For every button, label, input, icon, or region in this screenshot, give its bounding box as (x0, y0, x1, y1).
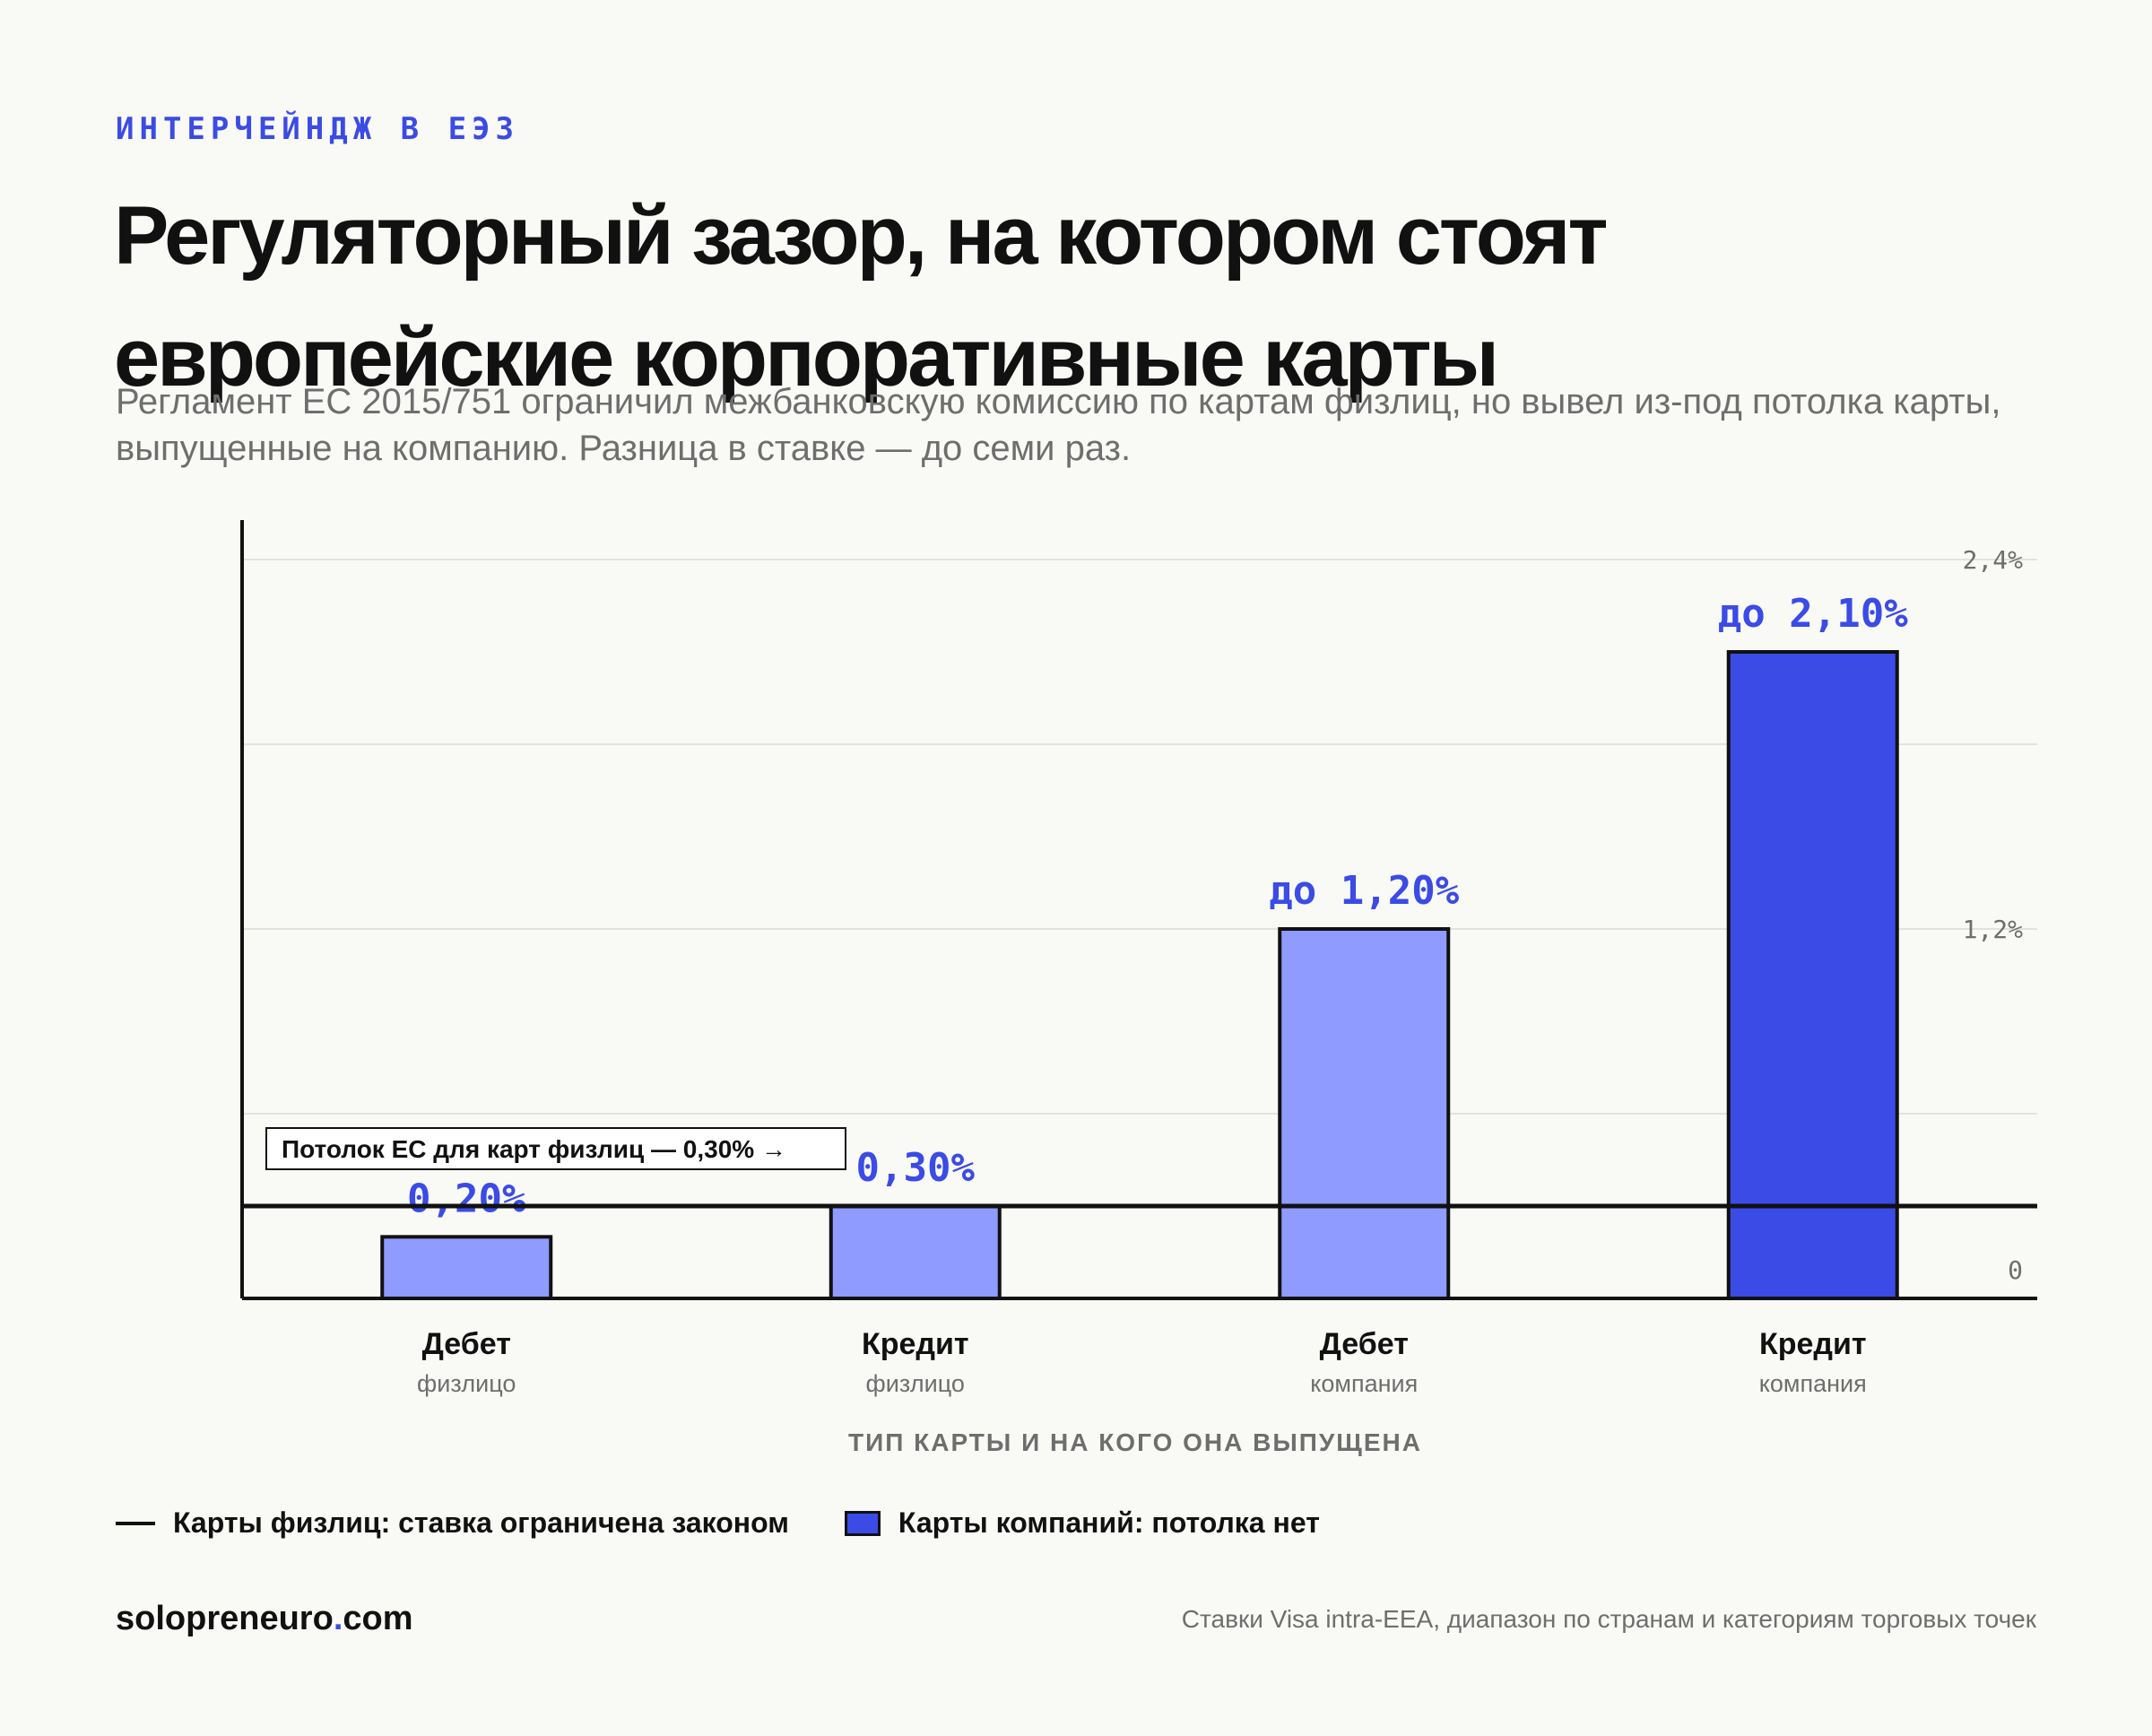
x-tick-sublabel-2: компания (1310, 1370, 1418, 1397)
brand-dot: . (333, 1600, 343, 1637)
chart-subtitle: Регламент ЕС 2015/751 ограничил межбанко… (116, 382, 2001, 468)
brand-tld: com (343, 1600, 413, 1637)
legend-label-uncapped: Карты компаний: потолка нет (898, 1506, 1320, 1539)
bar-2 (1278, 927, 1451, 1300)
x-tick-label-0: Дебет (422, 1327, 511, 1361)
bar-0 (380, 1235, 553, 1301)
x-tick-label-2: Дебет (1320, 1327, 1409, 1361)
chart-title: Регуляторный зазор, на котором стоят евр… (114, 190, 1609, 404)
bar-value-label-0: 0,20% (407, 1176, 526, 1221)
legend-label-capped: Карты физлиц: ставка ограничена законом (173, 1506, 789, 1539)
y-tick-label-2: 2,4% (1963, 545, 2024, 575)
x-tick-sublabel-1: физлицо (866, 1370, 965, 1397)
brand-logo: solopreneuro.com (116, 1600, 413, 1638)
reference-line-label: Потолок ЕС для карт физлиц — 0,30% → (282, 1135, 786, 1163)
legend-item-uncapped: Карты компаний: потолка нет (844, 1506, 1320, 1540)
legend-item-capped: Карты физлиц: ставка ограничена законом (116, 1506, 789, 1540)
legend-swatch-marker (844, 1510, 881, 1536)
bar-3 (1726, 650, 1899, 1300)
bar-value-label-2: до 1,20% (1269, 868, 1459, 914)
x-tick-label-3: Кредит (1759, 1327, 1867, 1361)
y-tick-label-1: 1,2% (1963, 915, 2024, 944)
reference-line-label-box (265, 1127, 846, 1170)
x-tick-sublabel-0: физлицо (417, 1370, 516, 1397)
chart-kicker: ИНТЕРЧЕЙНДЖ В ЕЭЗ (116, 111, 519, 147)
x-tick-sublabel-3: компания (1759, 1370, 1867, 1397)
x-axis-title: ТИП КАРТЫ И НА КОГО ОНА ВЫПУЩЕНА (848, 1428, 1422, 1456)
legend-line-marker (116, 1521, 155, 1525)
source-note: Ставки Visa intra-EEA, диапазон по стран… (1181, 1605, 2036, 1633)
bar-value-label-3: до 2,10% (1718, 591, 1908, 637)
bar-value-label-1: 0,30% (856, 1145, 976, 1191)
brand-main: solopreneuro (116, 1600, 334, 1637)
legend: Карты физлиц: ставка ограничена законом … (116, 1506, 1375, 1540)
x-tick-label-1: Кредит (862, 1327, 969, 1361)
bar-1 (829, 1204, 1002, 1300)
y-tick-label-0: 0 (2008, 1255, 2023, 1285)
